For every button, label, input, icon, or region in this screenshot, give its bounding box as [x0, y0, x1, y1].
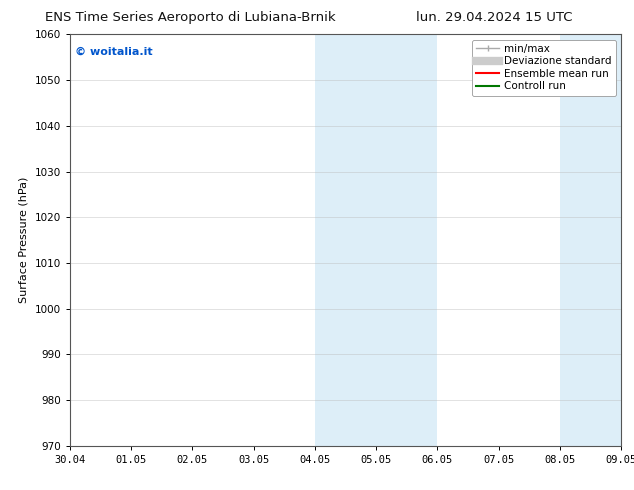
Text: lun. 29.04.2024 15 UTC: lun. 29.04.2024 15 UTC [417, 11, 573, 24]
Bar [315, 34, 376, 446]
Y-axis label: Surface Pressure (hPa): Surface Pressure (hPa) [19, 177, 29, 303]
Text: © woitalia.it: © woitalia.it [75, 47, 153, 57]
Legend: min/max, Deviazione standard, Ensemble mean run, Controll run: min/max, Deviazione standard, Ensemble m… [472, 40, 616, 96]
Bar [376, 34, 437, 446]
Bar [560, 34, 621, 446]
Text: ENS Time Series Aeroporto di Lubiana-Brnik: ENS Time Series Aeroporto di Lubiana-Brn… [45, 11, 335, 24]
